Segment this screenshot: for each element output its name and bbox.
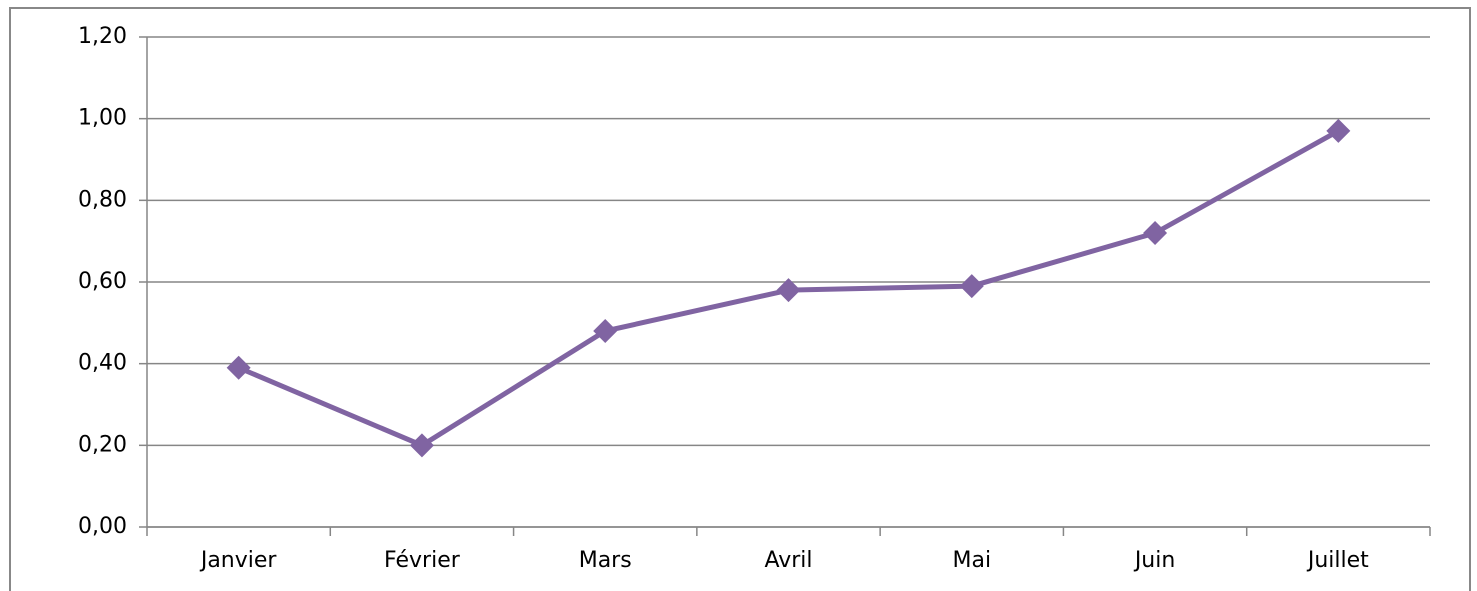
y-tick-label: 1,00: [78, 106, 127, 131]
data-marker: [1143, 221, 1168, 245]
y-tick-label: 0,00: [78, 514, 127, 539]
data-marker: [776, 278, 801, 303]
data-marker: [593, 319, 618, 343]
y-tick-label: 0,40: [78, 351, 127, 376]
y-tick-label: 0,80: [78, 187, 127, 212]
x-tick-label: Juin: [1133, 548, 1176, 573]
y-tick-label: 0,60: [78, 269, 127, 294]
x-tick-label: Mai: [952, 548, 991, 573]
data-marker: [959, 274, 984, 299]
x-tick-label: Mars: [579, 548, 632, 573]
y-tick-label: 1,20: [78, 24, 127, 49]
data-marker: [409, 433, 434, 458]
x-tick-label: Janvier: [199, 548, 278, 573]
x-tick-label: Février: [384, 548, 461, 573]
y-tick-label: 0,20: [78, 432, 127, 457]
x-tick-label: Juillet: [1306, 548, 1369, 573]
x-tick-label: Avril: [764, 548, 812, 573]
data-marker: [226, 355, 251, 380]
data-marker: [1326, 118, 1351, 143]
